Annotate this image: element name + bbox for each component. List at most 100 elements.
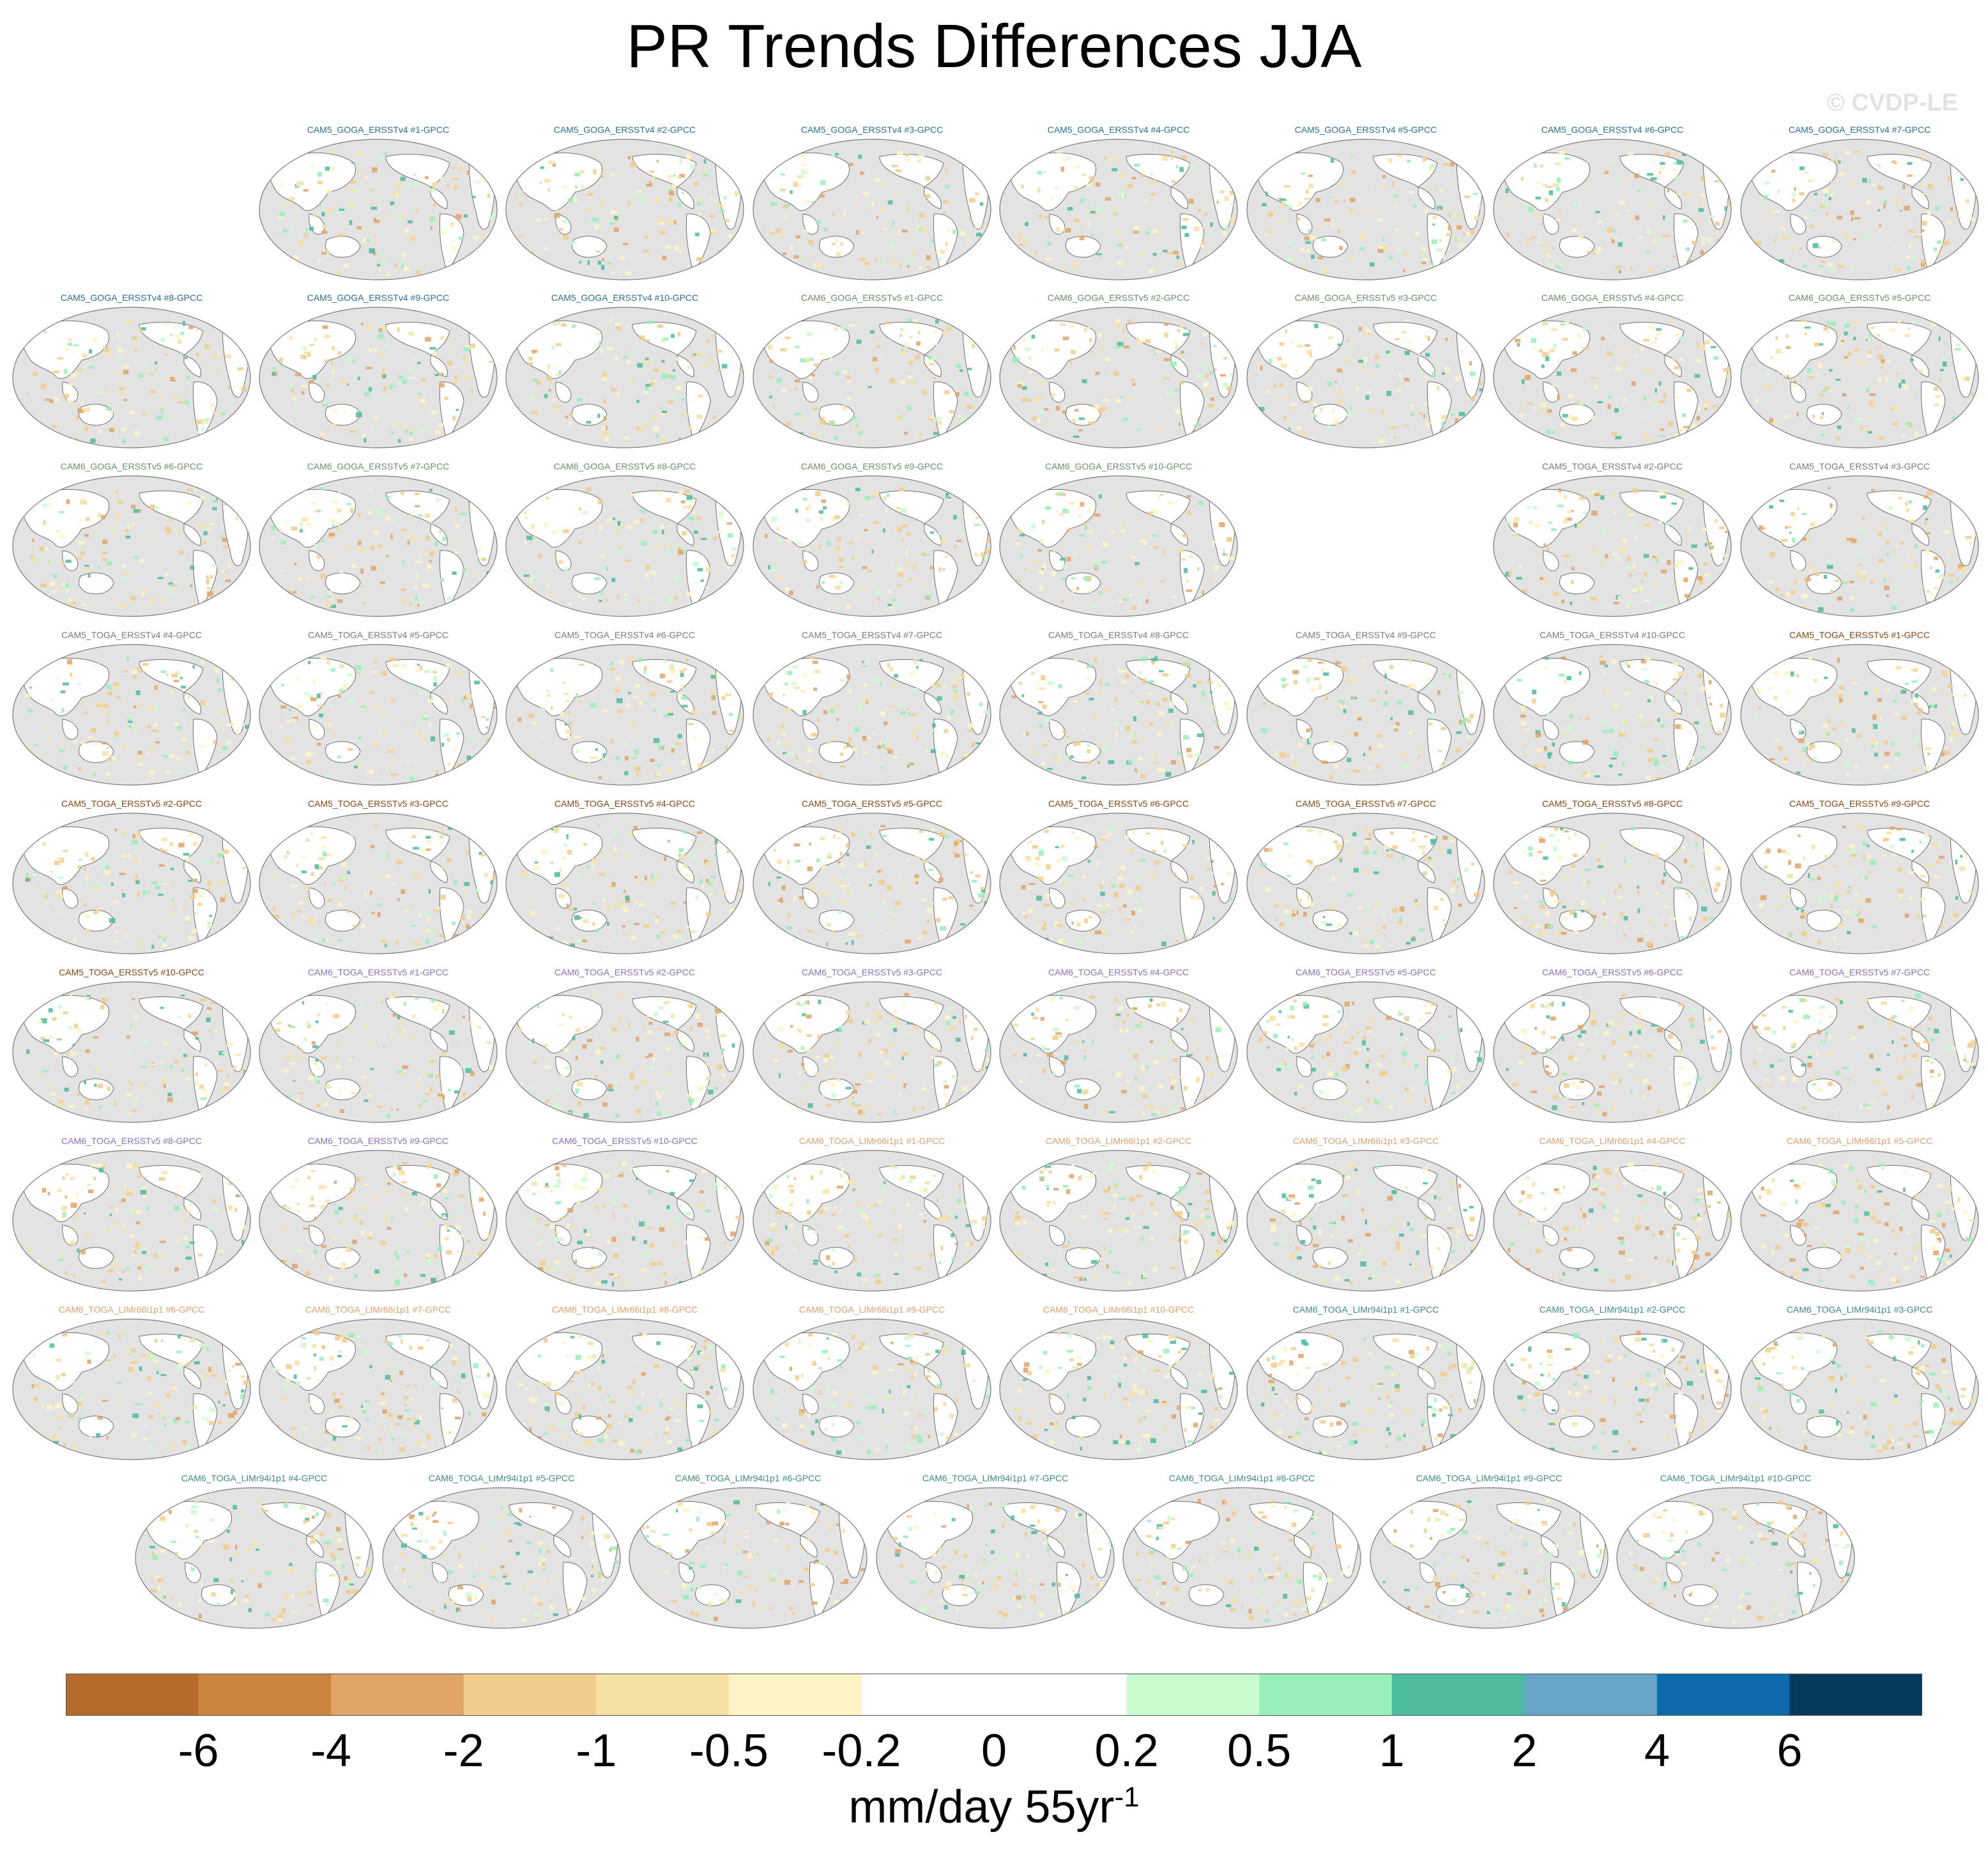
- trend-cell: [192, 929, 197, 933]
- trend-cell: [1350, 154, 1353, 156]
- trend-cell: [1190, 333, 1193, 339]
- trend-cell: [1860, 425, 1863, 431]
- trend-cell: [1028, 371, 1032, 375]
- trend-cell: [563, 857, 566, 860]
- trend-cell: [1300, 431, 1307, 436]
- trend-cell: [1094, 513, 1101, 517]
- trend-cell: [1080, 501, 1085, 507]
- trend-cell: [1020, 554, 1023, 559]
- land-outline: [515, 489, 603, 548]
- trend-cell: [1562, 905, 1566, 908]
- trend-cell: [1464, 717, 1468, 722]
- trend-cell: [455, 214, 462, 220]
- trend-cell: [1697, 673, 1702, 678]
- panel-label: CAM5_TOGA_ERSSTv5 #7-GPCC: [1296, 798, 1436, 809]
- trend-cell: [1172, 251, 1179, 254]
- trend-cell: [1645, 776, 1651, 780]
- trend-cell: [1028, 883, 1036, 885]
- trend-cell: [1097, 333, 1102, 337]
- trend-cell: [40, 546, 45, 552]
- trend-cell: [1626, 209, 1630, 211]
- trend-cell: [882, 183, 887, 186]
- trend-cell: [386, 554, 388, 558]
- trend-cell: [332, 423, 337, 429]
- trend-cell: [52, 590, 57, 593]
- trend-cell: [655, 915, 660, 919]
- trend-cell: [227, 740, 231, 745]
- trend-cell: [149, 504, 155, 510]
- trend-cell: [846, 379, 851, 383]
- trend-cell: [576, 693, 579, 698]
- trend-cell: [1168, 657, 1172, 660]
- trend-cell: [382, 374, 386, 379]
- trend-cell: [632, 378, 636, 383]
- trend-cell: [1663, 269, 1665, 271]
- trend-cell: [149, 745, 154, 751]
- trend-cell: [1149, 722, 1154, 726]
- trend-cell: [813, 263, 817, 268]
- trend-cell: [1094, 565, 1099, 569]
- trend-cell: [1910, 552, 1914, 556]
- trend-cell: [600, 590, 603, 595]
- trend-cell: [839, 765, 846, 768]
- trend-cell: [321, 252, 327, 255]
- trend-cell: [793, 387, 798, 390]
- trend-cell: [1165, 335, 1168, 338]
- trend-cell: [1067, 207, 1073, 211]
- trend-cell: [1846, 773, 1849, 776]
- trend-cell: [1673, 678, 1678, 681]
- trend-cell: [662, 530, 664, 535]
- trend-cell: [667, 709, 671, 713]
- map-panel: CAM5_GOGA_ERSSTv4 #3-GPCC: [752, 125, 992, 283]
- trend-cell: [408, 438, 414, 441]
- trend-cell: [1709, 917, 1715, 920]
- trend-cell: [920, 659, 923, 662]
- panel-label: CAM5_GOGA_ERSSTv4 #10-GPCC: [551, 293, 699, 303]
- trend-cell: [1028, 908, 1033, 913]
- trend-cell: [103, 712, 109, 715]
- trend-cell: [1294, 910, 1297, 914]
- trend-cell: [1573, 708, 1575, 712]
- trend-cell: [1909, 519, 1915, 523]
- trend-cell: [970, 742, 974, 748]
- trend-cell: [1425, 422, 1430, 427]
- trend-cell: [1781, 538, 1788, 542]
- trend-cell: [1131, 378, 1135, 382]
- trend-cell: [1034, 863, 1041, 866]
- trend-cell: [789, 590, 793, 595]
- trend-cell: [353, 189, 359, 192]
- trend-cell: [1418, 412, 1422, 415]
- trend-cell: [1186, 589, 1193, 592]
- trend-cell: [1388, 425, 1395, 427]
- trend-cell: [327, 719, 331, 723]
- trend-cell: [1442, 673, 1447, 676]
- trend-cell: [1932, 687, 1937, 691]
- trend-cell: [137, 832, 142, 837]
- trend-cell: [337, 945, 339, 947]
- trend-cell: [539, 181, 542, 184]
- trend-cell: [793, 896, 796, 901]
- trend-cell: [1074, 553, 1076, 556]
- trend-cell: [615, 530, 621, 533]
- trend-cell: [314, 864, 319, 869]
- trend-cell: [158, 894, 164, 896]
- trend-cell: [627, 156, 631, 160]
- trend-cell: [1678, 671, 1684, 676]
- trend-cell: [1573, 912, 1577, 918]
- trend-cell: [224, 894, 227, 899]
- trend-cell: [1388, 353, 1393, 356]
- trend-cell: [1658, 171, 1661, 174]
- trend-cell: [1804, 326, 1811, 329]
- trend-cell: [1157, 731, 1163, 736]
- trend-cell: [1206, 857, 1211, 860]
- trend-cell: [296, 677, 300, 681]
- trend-cell: [905, 550, 908, 556]
- trend-cell: [853, 932, 857, 936]
- panel-label: CAM5_TOGA_ERSSTv5 #8-GPCC: [1542, 798, 1683, 809]
- trend-cell: [1613, 704, 1619, 706]
- trend-cell: [1416, 370, 1423, 374]
- trend-cell: [1827, 217, 1832, 220]
- trend-cell: [945, 754, 949, 760]
- trend-cell: [1943, 563, 1946, 566]
- trend-cell: [1214, 565, 1219, 571]
